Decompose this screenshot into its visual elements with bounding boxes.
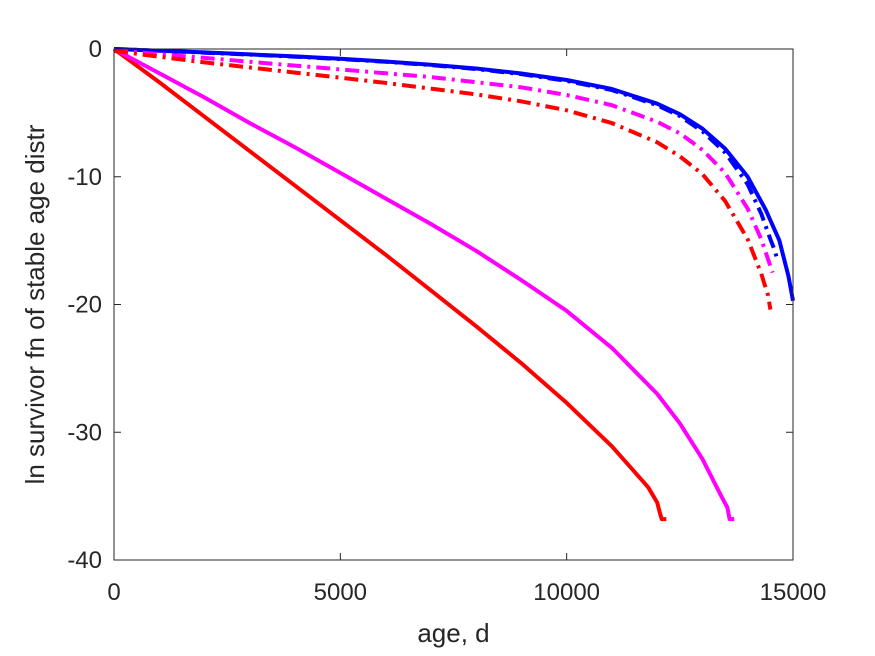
series-line-1: [112, 47, 667, 522]
series-line-2: [113, 47, 735, 522]
y-tick-label: -20: [67, 292, 102, 319]
series-line-6: [113, 48, 773, 310]
x-tick-label: 10000: [533, 579, 600, 606]
x-tick-label: 5000: [314, 579, 367, 606]
series-line-4: [113, 47, 780, 261]
series-line-5: [113, 48, 775, 274]
x-axis-label: age, d: [417, 618, 489, 648]
y-tick-label: 0: [89, 36, 102, 63]
y-tick-label: -10: [67, 164, 102, 191]
y-axis-label: ln survivor fn of stable age distr: [20, 124, 50, 484]
y-tick-label: -30: [67, 419, 102, 446]
ticks-layer: 0 5000 10000 15000 0 -10 -20 -30 -40: [67, 36, 826, 606]
x-tick-label: 0: [107, 579, 120, 606]
y-tick-label: -40: [67, 547, 102, 574]
series-layer: [112, 47, 795, 522]
x-tick-label: 15000: [760, 579, 827, 606]
